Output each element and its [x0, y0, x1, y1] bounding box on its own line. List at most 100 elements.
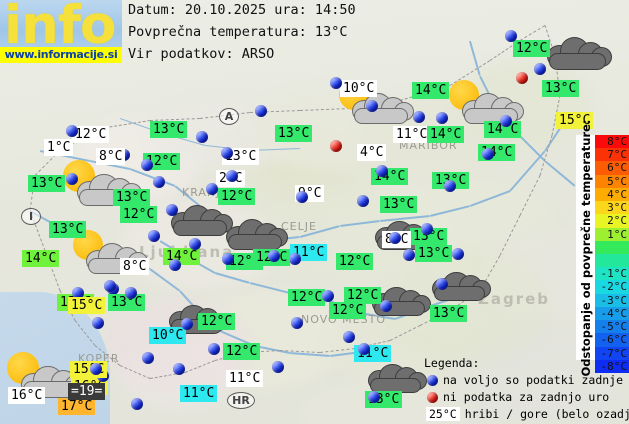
station-marker-available[interactable]	[255, 105, 267, 117]
scale-step	[595, 240, 629, 254]
station-marker-nodata[interactable]	[516, 72, 528, 84]
station-marker-available[interactable]	[196, 131, 208, 143]
station-marker-available[interactable]	[376, 165, 388, 177]
cloud-shape	[169, 198, 233, 236]
temperature-label: 11°C	[226, 370, 264, 387]
legend-row-text: na voljo so podatki zadnje ure	[443, 373, 629, 387]
station-marker-available[interactable]	[534, 63, 546, 75]
station-marker-available[interactable]	[343, 331, 355, 343]
station-marker-available[interactable]	[189, 238, 201, 250]
cloud-shape	[545, 30, 613, 70]
station-marker-available[interactable]	[436, 278, 448, 290]
station-marker-available[interactable]	[142, 352, 154, 364]
station-marker-available[interactable]	[66, 125, 78, 137]
cloud-shape	[430, 265, 491, 302]
temperature-label: 14°C	[484, 121, 522, 138]
temperature-label: 12°C	[223, 343, 261, 360]
station-marker-available[interactable]	[221, 147, 233, 159]
station-marker-available[interactable]	[368, 391, 380, 403]
country-badge-a: A	[219, 108, 239, 125]
temperature-label: 15°C	[68, 297, 106, 314]
station-marker-nodata[interactable]	[330, 140, 342, 152]
station-marker-available[interactable]	[330, 77, 342, 89]
scale-title-text: Odstopanje od povprečne temperature:	[578, 119, 593, 376]
station-marker-available[interactable]	[421, 223, 433, 235]
station-marker-available[interactable]	[104, 280, 116, 292]
station-marker-available[interactable]	[181, 318, 193, 330]
station-marker-available[interactable]	[131, 398, 143, 410]
station-marker-available[interactable]	[358, 343, 370, 355]
temperature-label: 16°C	[8, 387, 46, 404]
temperature-label: 12°C	[198, 313, 236, 330]
station-marker-available[interactable]	[322, 290, 334, 302]
temperature-label: 13°C	[430, 305, 468, 322]
station-marker-available[interactable]	[272, 361, 284, 373]
station-marker-available[interactable]	[72, 287, 84, 299]
station-marker-available[interactable]	[291, 317, 303, 329]
cloud-puff	[433, 285, 486, 302]
station-marker-available[interactable]	[444, 180, 456, 192]
cloud-icon	[224, 212, 288, 254]
station-marker-available[interactable]	[389, 232, 401, 244]
temperature-label: 11°C	[180, 385, 218, 402]
station-marker-available[interactable]	[436, 112, 448, 124]
station-marker-available[interactable]	[289, 253, 301, 265]
legend-mountain-chip: 25°C	[426, 407, 460, 421]
station-marker-available[interactable]	[268, 250, 280, 262]
cloud-shape	[75, 166, 142, 207]
temperature-label: 15°C	[556, 112, 594, 129]
temperature-label: 14°C	[22, 250, 60, 267]
temperature-deviation-scale: Odstopanje od povprečne temperature: 8°C…	[576, 119, 629, 376]
cloud-shape	[366, 357, 427, 394]
station-marker-available[interactable]	[500, 115, 512, 127]
temperature-label: 13°C	[380, 196, 418, 213]
station-marker-available[interactable]	[366, 100, 378, 112]
station-marker-available[interactable]	[166, 204, 178, 216]
temperature-label: 10°C	[340, 80, 378, 97]
temperature-label: 13°C	[113, 189, 151, 206]
station-marker-available[interactable]	[153, 176, 165, 188]
station-marker-available[interactable]	[482, 148, 494, 160]
station-marker-available[interactable]	[125, 287, 137, 299]
temperature-label: 13°C	[542, 80, 580, 97]
legend-available-dot-icon	[427, 374, 438, 386]
station-marker-available[interactable]	[148, 230, 160, 242]
station-marker-available[interactable]	[206, 183, 218, 195]
header-date: Datum: 20.10.2025 ura: 14:50	[128, 2, 356, 18]
station-marker-available[interactable]	[173, 363, 185, 375]
scale-step: 8°C	[595, 135, 629, 149]
station-marker-available[interactable]	[92, 317, 104, 329]
temperature-label: 14°C	[427, 126, 465, 143]
station-marker-available[interactable]	[452, 248, 464, 260]
station-marker-available[interactable]	[505, 30, 517, 42]
station-marker-available[interactable]	[413, 111, 425, 123]
logo-url: www.informacije.si	[0, 47, 122, 63]
site-logo[interactable]: info www.informacije.si	[0, 0, 122, 63]
station-marker-available[interactable]	[208, 343, 220, 355]
temperature-label: 17°C	[58, 398, 96, 415]
legend-row: 25°C hribi / gore (belo ozadje)	[424, 406, 629, 422]
scale-step: -3°C	[595, 293, 629, 307]
station-marker-available[interactable]	[90, 363, 102, 375]
station-marker-available[interactable]	[222, 253, 234, 265]
cloud-puff	[173, 220, 227, 236]
scale-step: 6°C	[595, 161, 629, 175]
station-marker-available[interactable]	[403, 249, 415, 261]
sun-cloud-icon	[448, 78, 524, 124]
temperature-label: 11°C	[393, 126, 431, 143]
scale-step: 4°C	[595, 187, 629, 202]
station-marker-available[interactable]	[296, 191, 308, 203]
station-marker-available[interactable]	[141, 159, 153, 171]
station-marker-available[interactable]	[380, 300, 392, 312]
station-marker-available[interactable]	[66, 173, 78, 185]
temperature-label: 8°C	[96, 148, 126, 165]
temperature-label: 13°C	[49, 221, 87, 238]
temperature-label: 10°C	[149, 327, 187, 344]
scale-gradient-bar: 8°C 7°C 6°C 5°C 4°C 3°C 2°C 1°C -1°C -2°C -3°C -4°C…	[595, 135, 629, 373]
cloud-shape	[460, 86, 524, 124]
station-marker-available[interactable]	[357, 195, 369, 207]
header-average-temperature: Povprečna temperatura: 13°C	[128, 24, 348, 40]
station-marker-available[interactable]	[169, 259, 181, 271]
station-marker-available[interactable]	[226, 170, 238, 182]
